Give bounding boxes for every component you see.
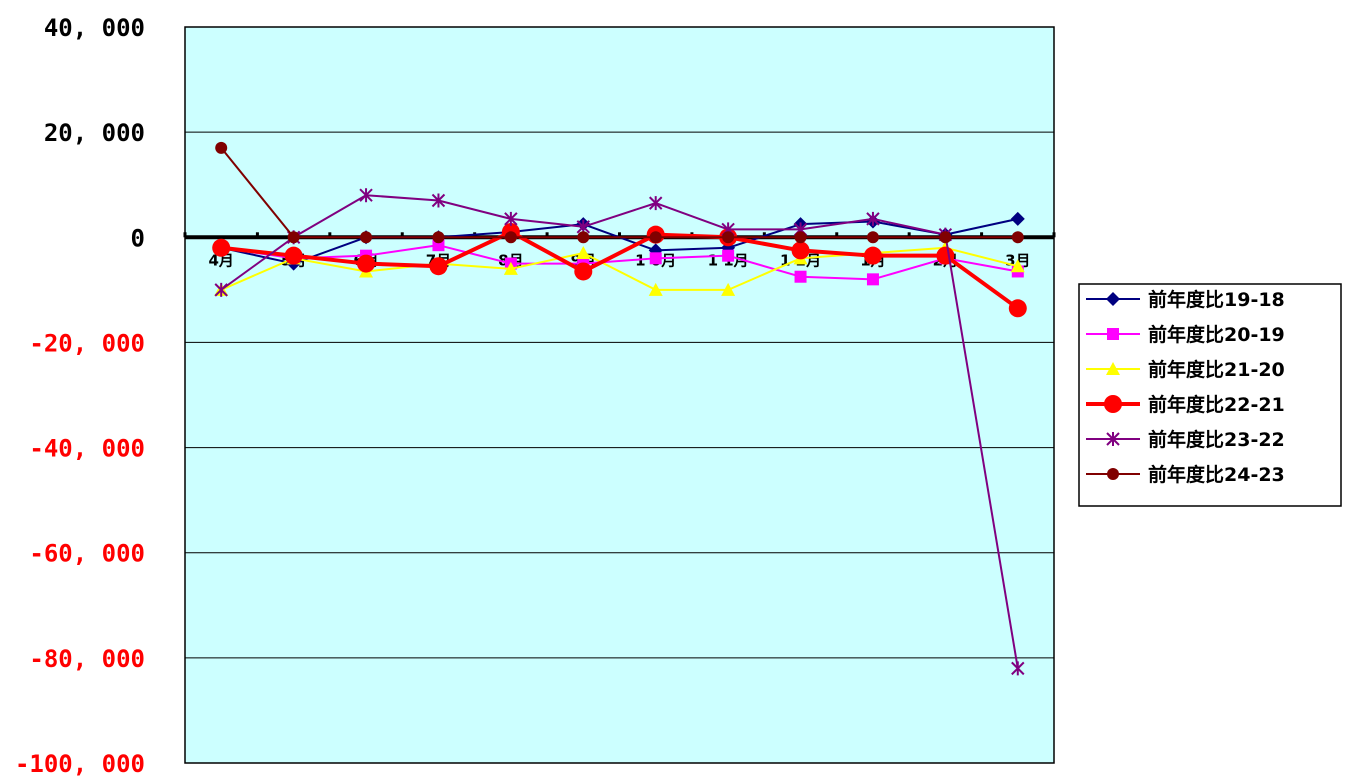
grid-lines bbox=[185, 131, 1054, 659]
data-point bbox=[649, 196, 663, 211]
data-point bbox=[866, 231, 879, 244]
data-point bbox=[1107, 468, 1119, 480]
y-tick-label: -60, 000 bbox=[29, 540, 145, 568]
data-point bbox=[1106, 432, 1120, 446]
y-tick-label: -40, 000 bbox=[29, 435, 145, 463]
data-point bbox=[1104, 395, 1122, 413]
data-point bbox=[1010, 259, 1025, 273]
series-line bbox=[221, 244, 1018, 281]
data-point bbox=[504, 231, 517, 244]
series-lines bbox=[212, 141, 1027, 676]
data-point bbox=[866, 211, 880, 226]
series-line bbox=[220, 194, 1019, 669]
data-point bbox=[504, 211, 518, 226]
legend-label: 前年度比20-19 bbox=[1148, 323, 1285, 346]
data-point bbox=[429, 257, 448, 276]
data-point bbox=[432, 231, 445, 244]
x-tick-label: 4月 bbox=[208, 251, 233, 269]
data-point bbox=[360, 231, 373, 244]
legend-label: 前年度比23-22 bbox=[1148, 428, 1285, 451]
legend: 前年度比19-18 前年度比20-19 前年度比21-20 前年度比22-21 前年度比… bbox=[1078, 283, 1342, 507]
legend-item: 前年度比21-20 bbox=[1086, 358, 1285, 381]
y-tick-label: 40, 000 bbox=[44, 14, 145, 42]
data-point bbox=[648, 282, 663, 296]
y-tick-label: 0 bbox=[131, 224, 145, 252]
data-point bbox=[791, 241, 810, 260]
legend-item: 前年度比20-19 bbox=[1086, 323, 1285, 346]
data-point bbox=[357, 254, 376, 273]
data-point bbox=[794, 270, 807, 283]
data-point bbox=[503, 261, 518, 275]
series-line bbox=[220, 147, 1018, 239]
data-point bbox=[936, 246, 955, 265]
legend-item: 前年度比22-21 bbox=[1086, 393, 1285, 416]
data-point bbox=[576, 246, 591, 260]
data-point bbox=[721, 282, 736, 296]
legend-label: 前年度比21-20 bbox=[1148, 358, 1285, 381]
data-point bbox=[1011, 661, 1025, 676]
data-point bbox=[574, 262, 593, 281]
y-axis-ticks: 40, 000 20, 000 0 -20, 000 -40, 000 -60, 000 -… bbox=[15, 14, 145, 778]
data-point bbox=[215, 141, 228, 154]
y-tick-label: -20, 000 bbox=[29, 329, 145, 357]
data-point bbox=[212, 238, 231, 257]
data-point bbox=[284, 246, 303, 265]
data-point bbox=[1106, 292, 1120, 306]
data-point bbox=[794, 231, 807, 244]
y-tick-label: 20, 000 bbox=[44, 119, 145, 147]
data-point bbox=[577, 231, 590, 244]
data-point bbox=[1107, 328, 1119, 340]
data-point bbox=[287, 231, 300, 244]
data-point bbox=[722, 231, 735, 244]
y-tick-label: -100, 000 bbox=[15, 750, 145, 778]
data-point bbox=[1010, 211, 1025, 226]
legend-label: 前年度比24-23 bbox=[1148, 463, 1285, 486]
legend-label: 前年度比19-18 bbox=[1148, 288, 1285, 311]
legend-label: 前年度比22-21 bbox=[1148, 393, 1285, 416]
data-point bbox=[214, 282, 228, 297]
data-point bbox=[431, 193, 446, 208]
data-point bbox=[722, 249, 735, 262]
y-tick-label: -80, 000 bbox=[29, 645, 145, 673]
data-point bbox=[863, 246, 882, 265]
data-point bbox=[649, 231, 662, 244]
data-point bbox=[866, 273, 879, 286]
plot-area bbox=[184, 26, 1055, 764]
legend-box bbox=[1078, 283, 1342, 507]
series-line bbox=[220, 246, 1019, 291]
legend-item: 前年度比23-22 bbox=[1086, 428, 1285, 451]
data-point bbox=[649, 252, 662, 265]
data-point bbox=[1106, 362, 1120, 375]
series bbox=[215, 141, 1024, 244]
data-point bbox=[359, 188, 373, 203]
data-point bbox=[939, 231, 952, 244]
data-point bbox=[1008, 299, 1027, 318]
legend-item: 前年度比24-23 bbox=[1086, 463, 1285, 486]
series-line bbox=[220, 230, 1019, 310]
data-point bbox=[1011, 231, 1024, 244]
legend-item: 前年度比19-18 bbox=[1086, 288, 1285, 311]
